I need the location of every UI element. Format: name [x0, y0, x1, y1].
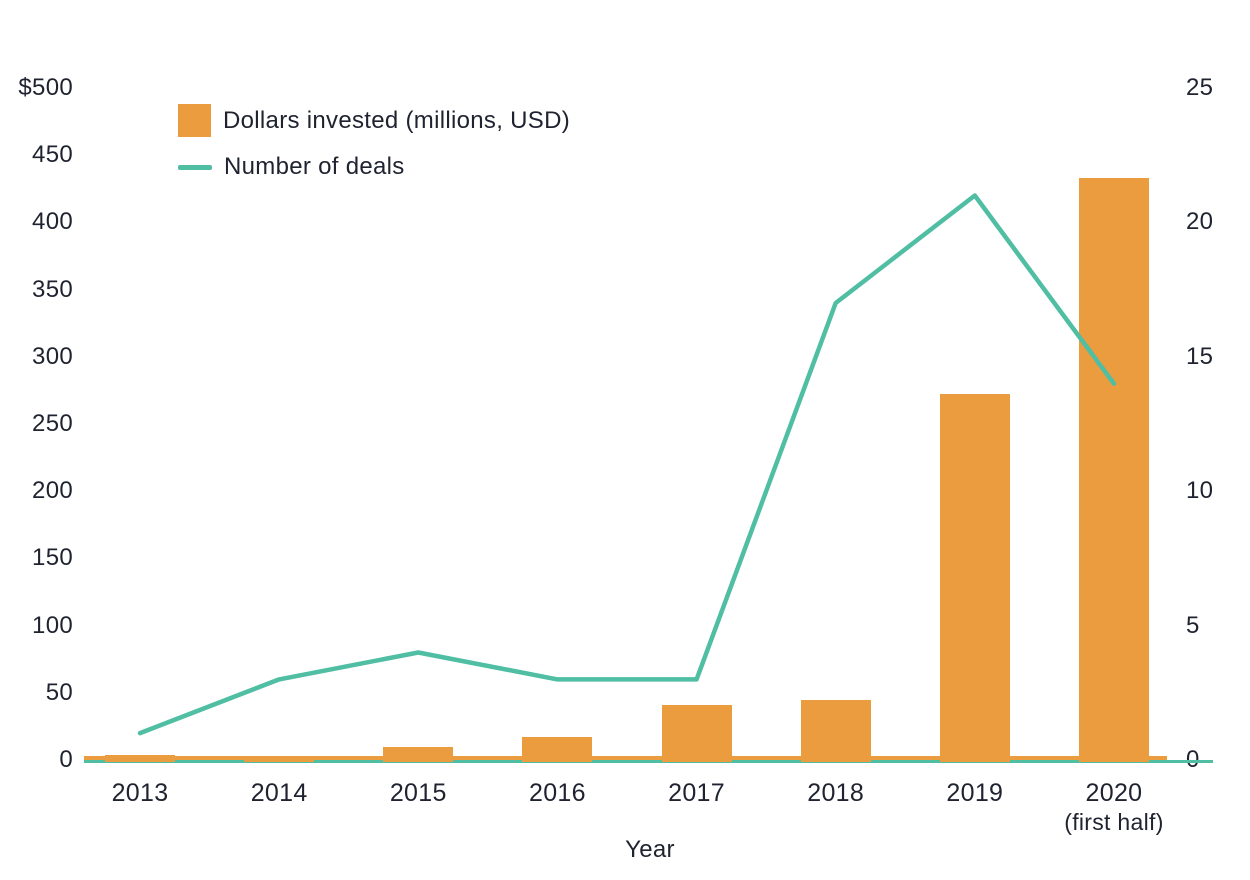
left-axis-tick-500: $500 [18, 74, 73, 101]
x-axis-tick-2014: 2014 [189, 778, 369, 808]
x-axis-tick-label: 2018 [807, 779, 865, 807]
legend-item-dollars-invested: Dollars invested (millions, USD) [178, 104, 570, 137]
bar-2015 [383, 746, 454, 762]
x-axis-tick-label: 2013 [111, 779, 169, 807]
legend-label-dollars-invested: Dollars invested (millions, USD) [223, 106, 571, 134]
left-axis-tick-50: 50 [45, 678, 73, 706]
left-axis-tick-450: 450 [32, 141, 73, 169]
left-axis-tick-250: 250 [32, 410, 73, 437]
x-axis-tick-label: 2017 [668, 779, 725, 807]
right-axis-tick-10: 10 [1186, 477, 1214, 505]
x-axis-tick-2013: 2013 [50, 778, 230, 808]
x-axis-tick-label: 2014 [250, 779, 308, 807]
right-axis-tick-25: 25 [1186, 74, 1214, 101]
x-axis-tick-2018: 2018 [746, 778, 926, 808]
legend: Dollars invested (millions, USD) Number … [178, 104, 570, 197]
bar-2018 [800, 699, 871, 762]
x-axis-line-bars [84, 756, 1167, 760]
x-axis-tick-label: 2016 [528, 779, 586, 807]
left-axis-tick-100: 100 [32, 611, 73, 639]
bar-2013 [105, 754, 175, 762]
bar-2017 [661, 704, 732, 762]
line-series-swatch [178, 164, 212, 170]
legend-label-number-of-deals: Number of deals [224, 153, 405, 180]
x-axis-tick-sublabel: (first half) [1064, 809, 1164, 835]
left-axis-tick-300: 300 [32, 342, 73, 370]
bar-2019 [939, 394, 1010, 762]
bar-2016 [522, 737, 593, 762]
bar-series-swatch [178, 104, 211, 137]
x-axis-tick-label: 2020 [1085, 779, 1143, 807]
x-axis-tick-2016: 2016 [467, 778, 647, 808]
right-axis-tick-20: 20 [1186, 208, 1214, 236]
left-axis-tick-150: 150 [32, 544, 73, 572]
x-axis-tick-2017: 2017 [607, 778, 787, 808]
x-axis-tick-2020: 2020 (first half) [1024, 778, 1204, 836]
right-axis-tick-15: 15 [1186, 342, 1214, 370]
x-axis-line-deals [84, 760, 1213, 763]
x-axis-tick-2015: 2015 [328, 778, 508, 808]
x-axis-tick-2019: 2019 [885, 778, 1065, 808]
x-axis-tick-label: 2019 [946, 779, 1004, 807]
bar-2014 [244, 757, 315, 762]
right-axis-tick-0: 0 [1186, 747, 1200, 773]
left-axis-tick-0: 0 [59, 746, 73, 773]
left-axis-tick-350: 350 [32, 275, 73, 303]
x-axis-tick-label: 2015 [389, 779, 447, 807]
right-axis-tick-5: 5 [1186, 611, 1200, 639]
left-axis-tick-200: 200 [32, 477, 73, 505]
left-axis-tick-400: 400 [32, 208, 73, 236]
bar-2020 [1078, 178, 1149, 762]
x-axis-title: Year [625, 836, 675, 863]
legend-item-number-of-deals: Number of deals [178, 153, 570, 181]
